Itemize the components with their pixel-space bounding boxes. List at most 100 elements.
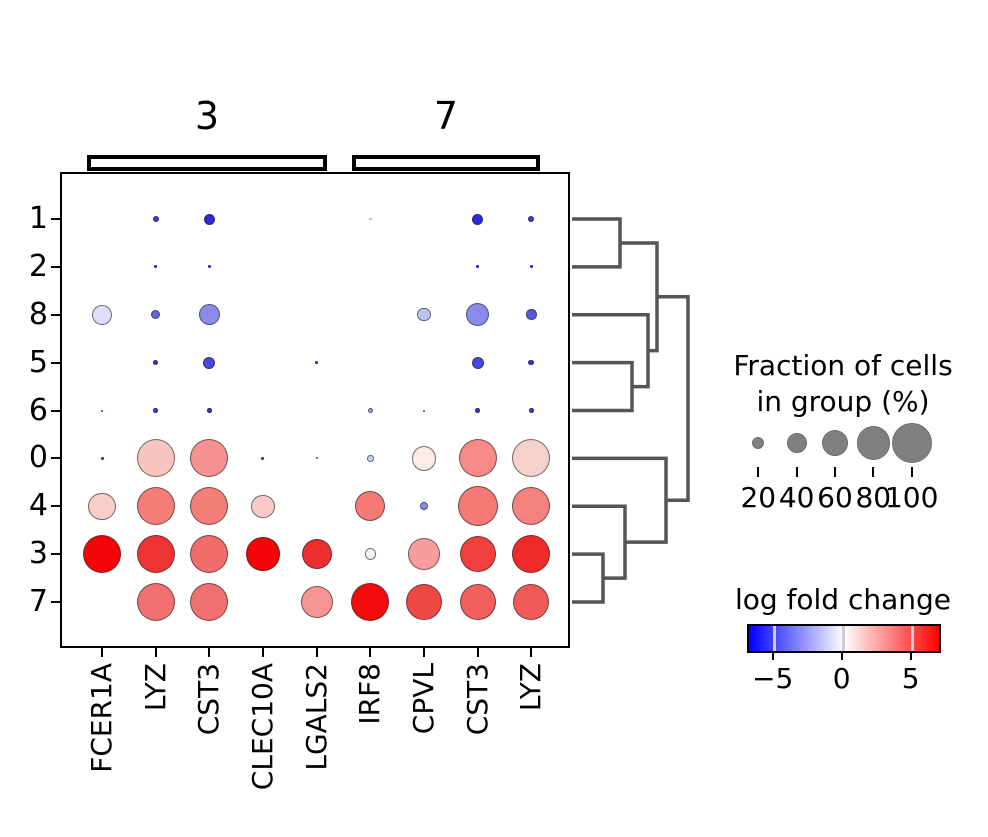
x-axis-tick	[154, 648, 157, 657]
gene-label: CPVL	[406, 663, 440, 735]
x-axis-tick	[530, 648, 533, 657]
expression-dot	[315, 457, 318, 460]
x-axis-tick	[101, 648, 103, 657]
y-axis-tick	[51, 265, 60, 268]
expression-dot	[101, 409, 103, 412]
gene-group-bracket	[87, 155, 327, 171]
expression-dot	[364, 548, 376, 560]
expression-dot	[351, 583, 390, 621]
expression-dot	[457, 486, 498, 527]
expression-dot	[528, 216, 535, 222]
expression-dot	[459, 536, 496, 573]
gene-label: LYZ	[138, 663, 172, 712]
expression-dot	[525, 309, 537, 321]
expression-dot	[512, 487, 551, 526]
size-legend-tick	[872, 467, 875, 477]
expression-dot	[512, 439, 551, 478]
expression-dot	[405, 584, 442, 620]
expression-dot	[513, 584, 550, 620]
expression-dot	[367, 455, 374, 462]
expression-dot	[136, 535, 175, 574]
colorbar-inner-tick	[841, 626, 845, 651]
colorbar-tick	[909, 651, 912, 660]
size-legend-dot	[752, 437, 765, 449]
expression-dot	[190, 487, 229, 526]
row-label: 0	[28, 440, 48, 476]
expression-dot	[88, 492, 116, 520]
gene-label: FCER1A	[85, 663, 118, 773]
gene-label: CLEC10A	[245, 663, 279, 791]
x-axis-tick	[315, 648, 318, 657]
expression-dot	[198, 304, 220, 326]
expression-dot	[136, 487, 175, 526]
expression-dot	[190, 535, 229, 574]
colorbar-tick-label: 5	[901, 662, 920, 695]
expression-dot	[411, 446, 437, 471]
expression-dot	[100, 456, 104, 460]
size-legend-title-line2: in group (%)	[756, 385, 930, 418]
y-axis-tick	[51, 505, 60, 508]
row-label: 8	[28, 296, 48, 332]
row-label: 2	[28, 248, 48, 284]
x-axis-tick	[208, 648, 211, 657]
colorbar-title: log fold change	[734, 583, 952, 616]
expression-dot	[528, 359, 535, 366]
row-label: 5	[28, 344, 48, 380]
size-legend-tick-label: 100	[884, 481, 939, 514]
y-axis-tick	[51, 457, 60, 460]
expression-dot	[154, 265, 158, 269]
expression-dot	[92, 304, 112, 325]
gene-group-label: 7	[433, 94, 459, 138]
expression-dot	[83, 535, 121, 574]
size-legend-dot	[856, 426, 890, 460]
expression-dot	[153, 408, 158, 413]
heatmap-axes-border	[60, 172, 570, 648]
size-legend-tick	[757, 467, 760, 477]
dendrogram-path	[572, 217, 690, 604]
size-legend-tick	[795, 467, 798, 477]
expression-dot	[207, 265, 211, 269]
size-legend-tick-label: 60	[817, 481, 853, 514]
gene-label: CST3	[460, 663, 494, 736]
expression-dot	[150, 310, 161, 320]
size-legend-dot	[786, 433, 807, 453]
expression-dot	[369, 217, 372, 221]
gene-label: LGALS2	[299, 663, 333, 771]
expression-dot	[190, 583, 229, 621]
expression-dot	[367, 407, 373, 414]
expression-dot	[475, 408, 480, 413]
y-axis-tick	[51, 218, 60, 220]
expression-dot	[136, 439, 175, 478]
size-legend-tick-label: 80	[855, 481, 892, 514]
expression-dot	[190, 439, 229, 478]
gene-group-label: 3	[194, 94, 220, 138]
x-axis-tick	[422, 648, 425, 657]
expression-dot	[417, 308, 431, 322]
expression-dot	[422, 409, 425, 412]
expression-dot	[300, 586, 333, 618]
colorbar-inner-tick	[772, 626, 776, 651]
size-legend-tick-label: 20	[740, 481, 777, 514]
colorbar-tick	[840, 651, 843, 660]
row-label: 4	[28, 488, 48, 524]
row-label: 3	[28, 536, 48, 572]
x-axis-tick	[476, 648, 479, 657]
row-label: 7	[28, 584, 48, 619]
expression-dot	[203, 356, 216, 369]
colorbar-inner-tick	[910, 626, 914, 651]
expression-dot	[251, 494, 275, 518]
expression-dot	[459, 584, 496, 620]
size-legend-title-line1: Fraction of cells	[733, 349, 953, 382]
size-legend-title: Fraction of cells in group (%)	[693, 348, 988, 420]
expression-dot	[136, 583, 175, 621]
expression-dot	[458, 439, 497, 478]
row-label: 6	[28, 392, 48, 428]
expression-dot	[355, 491, 386, 522]
expression-dot	[301, 539, 332, 570]
expression-dot	[261, 456, 265, 460]
expression-dot	[465, 303, 490, 327]
colorbar-tick	[771, 651, 774, 660]
x-axis-tick	[369, 648, 372, 657]
